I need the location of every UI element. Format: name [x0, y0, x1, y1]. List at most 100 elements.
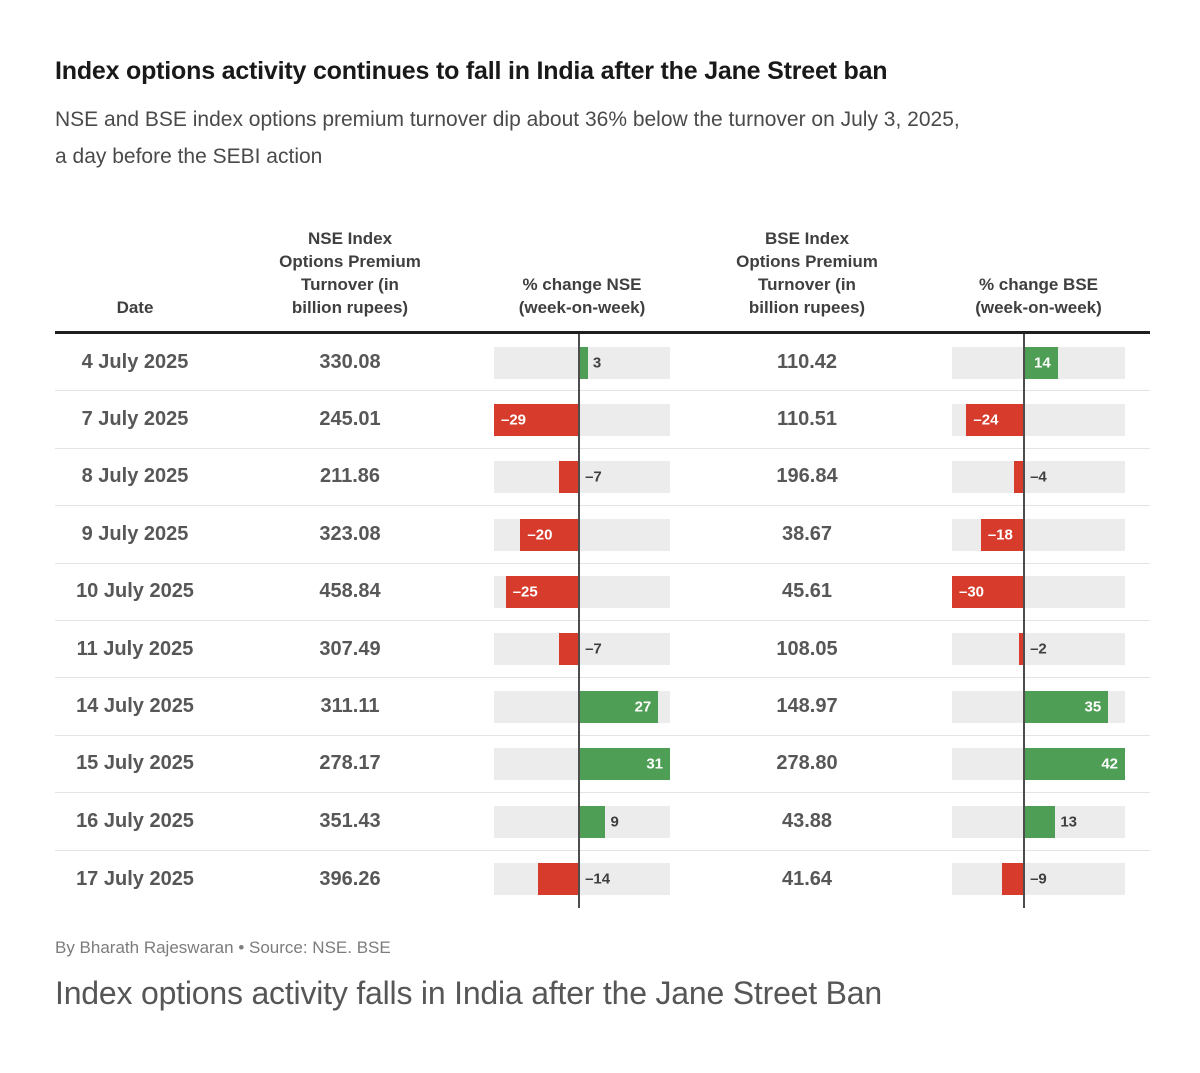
bse-change-bar-track: 42	[952, 748, 1125, 781]
nse-turnover-cell: 211.86	[319, 465, 381, 488]
nse-change-label: –7	[585, 640, 602, 658]
nse-change-bar-track: –7	[494, 461, 670, 494]
bse-change-label: 35	[1084, 698, 1102, 716]
nse-change-bar-track: 27	[494, 690, 670, 723]
bse-turnover-cell: 196.84	[776, 465, 838, 488]
nse-turnover-cell: 307.49	[319, 637, 381, 660]
bse-change-label: –30	[959, 583, 985, 601]
bse-change-bar-track: 35	[952, 690, 1125, 723]
nse-turnover-cell: 245.01	[319, 408, 381, 431]
date-cell: 15 July 2025	[76, 752, 194, 775]
date-cell: 4 July 2025	[81, 350, 189, 373]
bse-change-label: –24	[973, 411, 999, 429]
nse-turnover-cell: 330.08	[319, 350, 381, 373]
byline: By Bharath Rajeswaran • Source: NSE. BSE	[55, 938, 391, 957]
bse-change-bar	[966, 403, 1025, 436]
bse-change-bar-track: –30	[952, 576, 1125, 609]
column-header-nse-change: % change NSE (week-on-week)	[518, 275, 646, 317]
nse-change-bar-track: 3	[494, 346, 670, 379]
nse-turnover-cell: 458.84	[319, 580, 381, 603]
column-header-nse-turnover: NSE Index Options Premium Turnover (in b…	[279, 229, 421, 317]
date-cell: 11 July 2025	[76, 637, 194, 660]
nse-change-label: –14	[585, 870, 611, 888]
nse-turnover-cell: 311.11	[320, 695, 380, 718]
nse-change-label: –25	[512, 583, 538, 601]
nse-change-label: –20	[527, 526, 553, 544]
nse-change-bar	[558, 461, 580, 494]
nse-change-bar	[558, 633, 580, 666]
table-row: 16 July 2025 351.43 43.88 9 13	[55, 793, 1150, 851]
table-row: 7 July 2025 245.01 110.51 –29 –24	[55, 391, 1150, 449]
nse-change-bar-track: –14	[494, 863, 670, 896]
nse-turnover-cell: 278.17	[319, 752, 381, 775]
date-cell: 14 July 2025	[76, 695, 194, 718]
table-row: 10 July 2025 458.84 45.61 –25 –30	[55, 564, 1150, 621]
bse-zero-line	[1023, 334, 1026, 908]
bse-change-bar	[1024, 690, 1109, 723]
bse-change-bar-track: –4	[952, 461, 1125, 494]
bse-turnover-cell: 148.97	[776, 695, 838, 718]
nse-change-bar	[494, 403, 580, 436]
nse-turnover-cell: 396.26	[319, 867, 381, 890]
nse-change-bar-track: –25	[494, 576, 670, 609]
bse-change-bar	[980, 518, 1025, 551]
date-cell: 16 July 2025	[76, 809, 194, 832]
nse-change-bar	[505, 576, 580, 609]
bse-change-bar	[1024, 346, 1058, 379]
header-rule	[55, 331, 1150, 334]
bse-turnover-cell: 43.88	[781, 809, 833, 832]
table-body: 4 July 2025 330.08 110.42 3 14 7 July 2025 245…	[55, 334, 1150, 908]
nse-change-bar	[579, 346, 588, 379]
nse-change-bar-track: 31	[494, 748, 670, 781]
bse-change-bar-track: –9	[952, 863, 1125, 896]
nse-change-label: 9	[610, 813, 619, 831]
date-cell: 10 July 2025	[76, 580, 194, 603]
nse-change-label: 31	[646, 755, 663, 773]
table-row: 8 July 2025 211.86 196.84 –7 –4	[55, 449, 1150, 507]
nse-turnover-cell: 351.43	[319, 809, 381, 832]
date-cell: 17 July 2025	[76, 867, 194, 890]
table-row: 9 July 2025 323.08 38.67 –20 –18	[55, 506, 1150, 564]
bse-change-bar	[1019, 633, 1025, 666]
nse-change-bar-track: –20	[494, 518, 670, 551]
nse-change-bar	[579, 805, 606, 838]
nse-zero-line	[578, 334, 581, 908]
bse-change-bar-track: 13	[952, 805, 1125, 838]
nse-change-label: –7	[585, 468, 602, 486]
bse-change-label: 42	[1101, 755, 1118, 773]
table-row: 14 July 2025 311.11 148.97 27 35	[55, 678, 1150, 736]
bse-turnover-cell: 110.42	[776, 350, 838, 373]
nse-change-bar-track: 9	[494, 805, 670, 838]
bse-change-label: –4	[1030, 468, 1047, 486]
nse-change-bar	[520, 518, 580, 551]
bse-change-label: –18	[987, 526, 1013, 544]
page-title: Index options activity continues to fall…	[55, 57, 888, 85]
date-cell: 7 July 2025	[81, 408, 189, 431]
date-cell: 8 July 2025	[81, 465, 189, 488]
bse-turnover-cell: 108.05	[776, 637, 838, 660]
bse-turnover-cell: 38.67	[781, 522, 833, 545]
bse-turnover-cell: 41.64	[781, 867, 833, 890]
bse-change-bar-track: –18	[952, 518, 1125, 551]
bse-change-bar	[1014, 461, 1025, 494]
nse-change-bar	[579, 690, 659, 723]
bse-change-label: 14	[1034, 354, 1051, 371]
table-row: 4 July 2025 330.08 110.42 3 14	[55, 334, 1150, 392]
column-header-bse-turnover: BSE Index Options Premium Turnover (in b…	[736, 229, 878, 317]
bse-change-label: –2	[1030, 640, 1047, 658]
column-header-date: Date	[116, 298, 154, 317]
nse-change-label: 3	[592, 354, 602, 371]
table-row: 11 July 2025 307.49 108.05 –7 –2	[55, 621, 1150, 679]
bse-change-bar-track: –24	[952, 403, 1125, 436]
table-header: Date NSE Index Options Premium Turnover …	[55, 196, 1150, 331]
bse-change-bar	[1002, 863, 1025, 896]
bse-change-label: 13	[1060, 813, 1077, 831]
bse-turnover-cell: 45.61	[781, 580, 833, 603]
bse-change-bar	[1024, 805, 1056, 838]
nse-change-bar-track: –29	[494, 403, 670, 436]
table-row: 15 July 2025 278.17 278.80 31 42	[55, 736, 1150, 794]
date-cell: 9 July 2025	[81, 522, 189, 545]
bse-turnover-cell: 110.51	[776, 408, 838, 431]
table-row: 17 July 2025 396.26 41.64 –14 –9	[55, 851, 1150, 908]
bse-change-label: –9	[1030, 870, 1047, 888]
